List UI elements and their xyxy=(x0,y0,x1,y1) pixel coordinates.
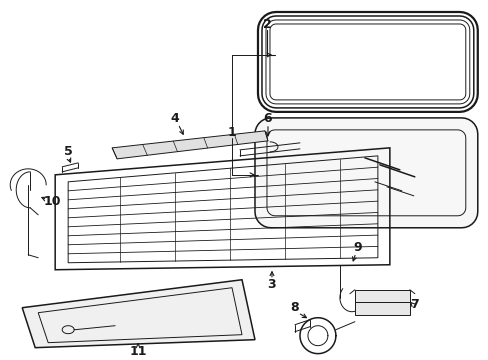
Text: 3: 3 xyxy=(267,278,276,291)
Text: 4: 4 xyxy=(170,112,179,125)
Polygon shape xyxy=(112,131,267,159)
Text: 7: 7 xyxy=(409,298,418,311)
Text: 9: 9 xyxy=(353,241,362,254)
Polygon shape xyxy=(22,280,254,348)
Text: 8: 8 xyxy=(290,301,299,314)
Text: 11: 11 xyxy=(129,345,146,358)
Text: 2: 2 xyxy=(262,18,271,31)
Polygon shape xyxy=(254,118,477,228)
Text: 1: 1 xyxy=(227,126,236,139)
Text: 6: 6 xyxy=(263,112,272,125)
Text: 10: 10 xyxy=(43,195,61,208)
Text: 5: 5 xyxy=(63,145,72,158)
Polygon shape xyxy=(354,290,409,315)
